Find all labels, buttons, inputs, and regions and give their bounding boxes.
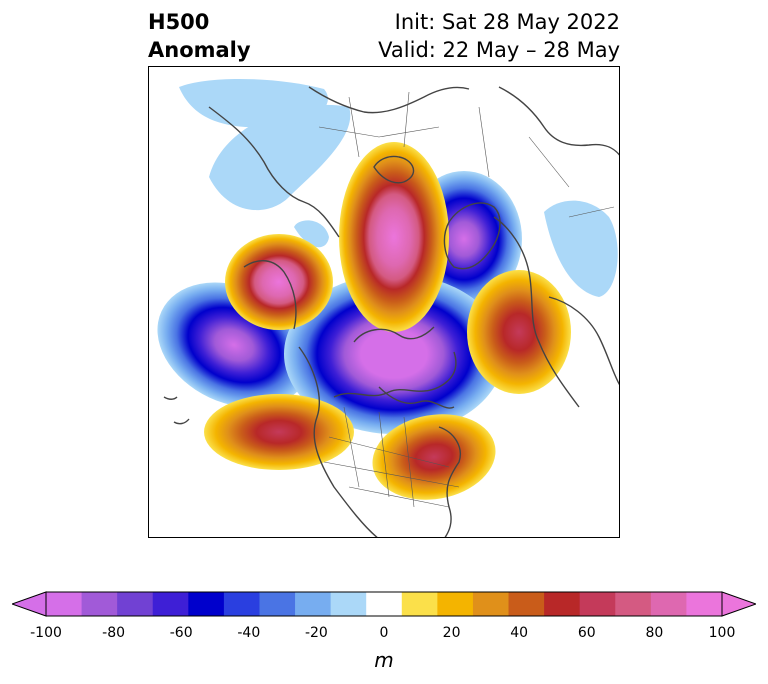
negative-anomaly-canada [284,274,504,434]
colorbar-segment [117,592,154,616]
colorbar-segment [579,592,616,616]
map-canvas [157,78,619,537]
colorbar-tick-label: -100 [30,625,62,641]
title-block-left: H500 Anomaly [148,8,251,64]
colorbar-tick-label: 100 [708,625,736,641]
colorbar-segment [46,592,83,616]
colorbar-segment [472,592,510,616]
colorbar-segment [437,592,474,616]
colorbar-segment [366,592,403,616]
title-field-type: Anomaly [148,38,251,62]
colorbar-segments [46,592,723,616]
init-time-label: Init: Sat 28 May 2022 [394,10,620,34]
colorbar-segment [295,592,332,616]
colorbar-unit-label: m [374,648,394,672]
colorbar-segment [544,592,581,616]
colorbar-segment [330,592,367,616]
positive-anomaly-alaska [225,234,333,330]
weak-negative-anomaly-areas [179,78,618,297]
colorbar-tick-label: -40 [237,625,261,641]
colorbar-segment [686,592,723,616]
colorbar-segment [152,592,189,616]
positive-anomaly-greenland [467,270,571,394]
colorbar-tick-label: 0 [379,625,389,641]
coastlines [163,86,619,537]
colorbar-tick-label: 40 [510,625,529,641]
positive-anomaly-northeast-pacific [204,394,354,470]
title-block-right: Init: Sat 28 May 2022 Valid: 22 May – 28… [378,8,620,64]
colorbar-segment [650,592,687,616]
colorbar-tick-label: 20 [442,625,461,641]
colorbar-segment [188,592,225,616]
colorbar-tick-label: -20 [304,625,328,641]
colorbar-tick-label: 80 [645,625,664,641]
colorbar-tick-label: 60 [577,625,596,641]
valid-range-label: Valid: 22 May – 28 May [378,38,620,62]
colorbar-extend-low [12,591,47,617]
colorbar [12,591,756,617]
positive-anomaly-arctic [339,142,449,332]
colorbar-tick-label: -60 [169,625,193,641]
title-field-name: H500 [148,10,210,34]
colorbar-segment [81,592,118,616]
positive-anomaly-eastern-us [372,414,496,500]
colorbar-segment [223,592,260,616]
colorbar-extend-high [721,591,756,617]
colorbar-segment [508,592,545,616]
colorbar-segment [615,592,652,616]
anomaly-map [148,66,620,538]
colorbar-segment [401,592,438,616]
colorbar-segment [259,592,296,616]
colorbar-tick-label: -80 [102,625,126,641]
colorbar-outline [45,591,723,617]
political-borders [318,91,615,508]
